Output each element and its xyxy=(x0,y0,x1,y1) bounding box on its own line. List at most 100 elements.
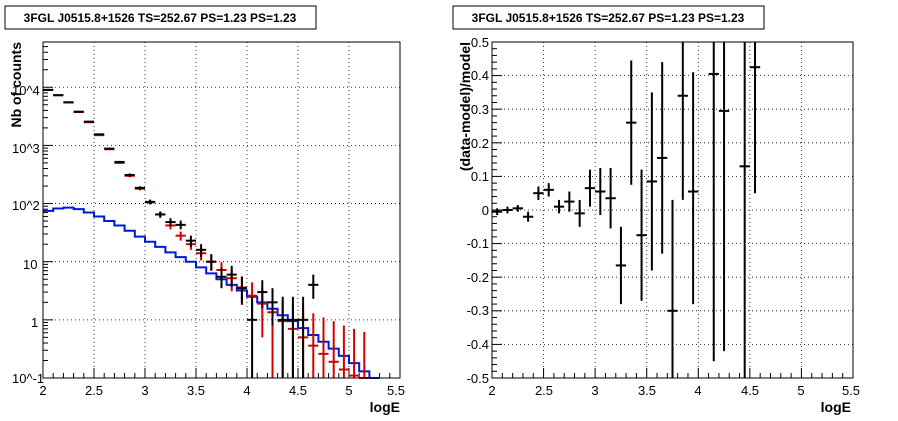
right-y-tick-label: 0 xyxy=(482,203,489,218)
right-plot-marks xyxy=(492,42,761,378)
data-point xyxy=(94,133,105,136)
model-bin xyxy=(175,231,186,241)
left-x-tick-label: 3.5 xyxy=(187,383,205,398)
right-y-tick-label: -0.5 xyxy=(467,371,489,386)
data-point xyxy=(206,254,217,271)
left-x-tick-label: 5.5 xyxy=(387,383,405,398)
residual-point xyxy=(605,168,616,229)
right-x-tick-label: 3 xyxy=(591,383,598,398)
right-panel: 3FGL J0515.8+1526 TS=252.67 PS=1.23 PS=1… xyxy=(452,5,860,415)
residual-point xyxy=(667,199,678,378)
data-point xyxy=(43,88,54,91)
model-bin xyxy=(349,328,360,378)
left-y-tick-label: 1 xyxy=(31,315,38,330)
data-point xyxy=(247,296,258,378)
residual-point xyxy=(533,186,544,200)
residual-point xyxy=(708,42,719,362)
left-plot-marks xyxy=(43,88,380,379)
model-bin xyxy=(338,325,349,378)
residual-point xyxy=(522,211,534,222)
right-x-axis-label: logE xyxy=(821,399,851,415)
residual-point xyxy=(739,42,750,378)
source-histogram xyxy=(43,206,380,379)
residual-point xyxy=(492,208,503,216)
right-x-tick-label: 3.5 xyxy=(638,383,656,398)
residual-point xyxy=(718,42,730,352)
data-point xyxy=(53,94,64,97)
left-x-tick-label: 4 xyxy=(243,383,250,398)
right-x-tick-labels: 2 2.5 3 3.5 4 4.5 5 5.5 xyxy=(488,383,860,398)
residual-point xyxy=(502,206,513,214)
left-title-box xyxy=(4,5,317,30)
data-point xyxy=(145,199,156,205)
right-y-tick-label: 0.2 xyxy=(471,136,489,151)
data-point xyxy=(114,160,125,163)
data-point xyxy=(257,280,268,308)
residual-point xyxy=(749,42,761,194)
right-x-tick-label: 5 xyxy=(797,383,804,398)
left-title: 3FGL J0515.8+1526 TS=252.67 PS=1.23 PS=1… xyxy=(24,11,297,25)
left-y-tick-label: 10^2 xyxy=(12,198,40,213)
data-point xyxy=(134,186,145,190)
residual-point xyxy=(687,72,699,305)
data-point xyxy=(287,296,298,378)
residual-point xyxy=(543,183,554,197)
residual-point xyxy=(626,60,637,185)
left-y-tick-labels: 10^-1 1 10 10^2 10^3 10^4 xyxy=(12,83,44,386)
left-y-axis-label: Nb of counts xyxy=(8,42,24,128)
right-tick-marks xyxy=(491,41,854,379)
left-y-tick-label: 10 xyxy=(23,257,37,272)
right-y-tick-label: -0.4 xyxy=(467,337,489,352)
data-point xyxy=(63,101,74,104)
data-point xyxy=(104,147,115,150)
model-bin xyxy=(308,313,319,378)
data-point xyxy=(226,265,237,287)
right-y-tick-labels: -0.5 -0.4 -0.3 -0.2 -0.1 0 0.1 0.2 0.3 0… xyxy=(467,35,489,386)
residual-point xyxy=(595,168,606,216)
right-title-box xyxy=(452,5,765,30)
right-y-axis-label: (data-model)/model xyxy=(457,42,473,171)
left-x-tick-label: 2.5 xyxy=(85,383,103,398)
left-x-axis-label: logE xyxy=(370,399,400,415)
right-y-tick-label: 0.1 xyxy=(471,169,489,184)
right-x-tick-label: 5.5 xyxy=(842,383,860,398)
data-point xyxy=(277,296,288,378)
data-point xyxy=(298,296,309,378)
data-point xyxy=(83,120,94,123)
residual-point xyxy=(636,169,647,301)
right-x-tick-label: 2 xyxy=(488,383,495,398)
right-y-tick-label: 0.4 xyxy=(471,68,489,83)
data-point xyxy=(216,267,227,289)
right-y-tick-label: 0.5 xyxy=(471,35,489,50)
left-panel: 3FGL J0515.8+1526 TS=252.67 PS=1.23 PS=1… xyxy=(4,5,405,415)
residual-point xyxy=(584,169,596,207)
left-y-tick-label: 10^-1 xyxy=(12,371,44,386)
residual-point xyxy=(564,191,575,212)
residual-point xyxy=(574,199,585,227)
left-plot-frame xyxy=(42,41,401,379)
left-x-tick-label: 5 xyxy=(345,383,352,398)
data-point xyxy=(165,218,176,227)
left-tick-marks xyxy=(42,41,401,379)
residual-point xyxy=(512,204,523,212)
data-point xyxy=(155,211,166,218)
data-point xyxy=(236,276,247,304)
right-y-tick-label: -0.2 xyxy=(467,270,489,285)
right-plot-frame xyxy=(491,41,854,379)
left-x-tick-label: 2 xyxy=(39,383,46,398)
left-y-tick-label: 10^3 xyxy=(12,141,40,156)
right-x-tick-label: 4.5 xyxy=(741,383,759,398)
residual-point xyxy=(646,92,658,271)
data-point xyxy=(196,244,207,258)
right-y-tick-label: 0.3 xyxy=(471,102,489,117)
model-bin xyxy=(318,317,329,378)
right-y-tick-label: -0.3 xyxy=(467,303,489,318)
right-y-tick-label: -0.1 xyxy=(467,236,489,251)
data-point xyxy=(267,288,278,326)
residual-point xyxy=(615,226,627,305)
residual-point xyxy=(657,62,668,254)
data-point xyxy=(175,220,186,230)
right-x-tick-label: 2.5 xyxy=(535,383,553,398)
data-point xyxy=(185,235,196,247)
